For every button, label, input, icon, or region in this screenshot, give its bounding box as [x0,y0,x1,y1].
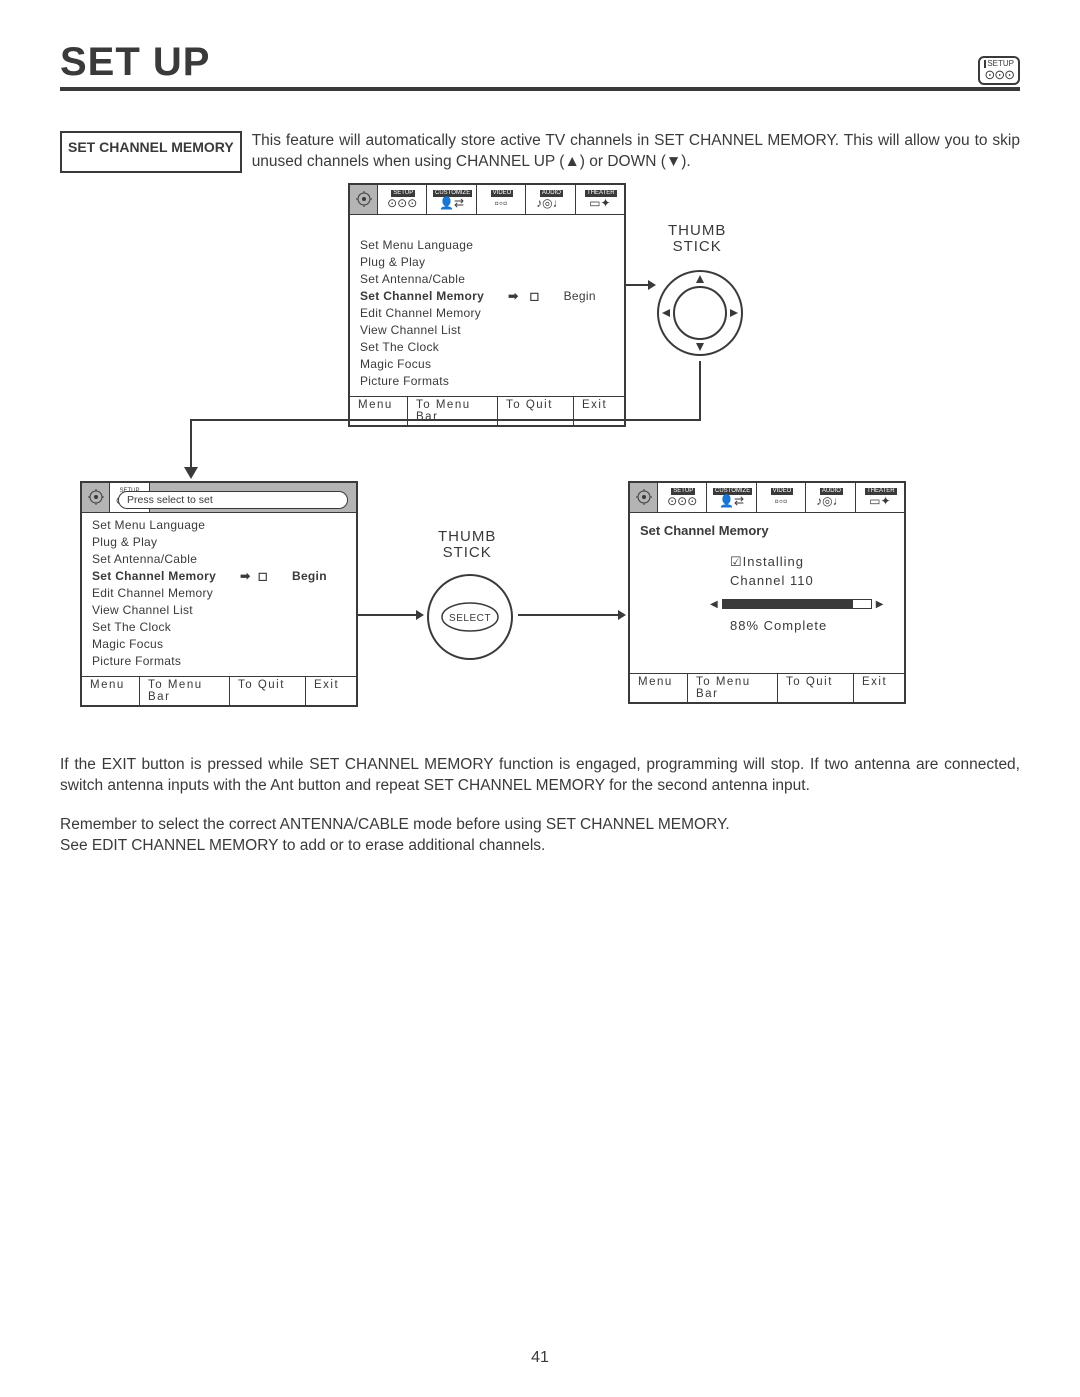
foot-bar: To Menu Bar [688,674,778,702]
foot-exit: Exit [306,677,356,705]
page-number: 41 [0,1349,1080,1367]
intro-text: This feature will automatically store ac… [252,131,1020,173]
osd1-tabs: SETUP⊙⊙⊙ CUSTOMIZE👤⇄ VIDEO▫◦▫ AUDIO♪◎♩ T… [350,185,624,215]
install-block: ☑Installing Channel 110 [730,552,894,591]
menu-item: Edit Channel Memory [360,305,614,322]
osd-1: SETUP⊙⊙⊙ CUSTOMIZE👤⇄ VIDEO▫◦▫ AUDIO♪◎♩ T… [348,183,626,427]
menu-item: Set The Clock [360,339,614,356]
foot-quit: To Quit [778,674,854,702]
foot-exit: Exit [854,674,904,702]
foot-menu: Menu [82,677,140,705]
menu-item: View Channel List [92,602,346,619]
connector [190,419,701,421]
tab-theater: THEATER▭✦ [576,185,624,214]
page: SET UP SETUP ⊙⊙⊙ SET CHANNEL MEMORY This… [0,0,1080,1397]
arrow-3 [518,607,626,623]
menu-item: Picture Formats [360,373,614,390]
tab-audio: AUDIO♪◎♩ [806,483,855,512]
osd3-tabs: SETUP⊙⊙⊙ CUSTOMIZE👤⇄ VIDEO▫◦▫ AUDIO♪◎♩ T… [630,483,904,513]
menu-item-selected: Set Channel Memory ➡ ◻ Begin [360,288,614,305]
osd2-foot: Menu To Menu Bar To Quit Exit [82,676,356,705]
tab-video: VIDEO▫◦▫ [757,483,806,512]
menu-item-label: Set Channel Memory [92,569,216,583]
installing-label: Installing [743,554,804,569]
menu-item: Set Antenna/Cable [360,271,614,288]
thumb-icon [630,483,658,512]
menu-item: Magic Focus [360,356,614,373]
setup-badge-dots: ⊙⊙⊙ [984,68,1014,81]
foot-menu: Menu [630,674,688,702]
menu-item: Plug & Play [360,254,614,271]
foot-bar: To Menu Bar [140,677,230,705]
osd-3: SETUP⊙⊙⊙ CUSTOMIZE👤⇄ VIDEO▫◦▫ AUDIO♪◎♩ T… [628,481,906,704]
select-label: SELECT [449,613,491,624]
arrow-1 [626,277,656,293]
section-label: SET CHANNEL MEMORY [60,131,242,173]
thumb-icon [350,185,378,214]
menu-item: View Channel List [360,322,614,339]
tab-customize: CUSTOMIZE👤⇄ [707,483,756,512]
percent-value: 88 [730,618,746,633]
para-1: If the EXIT button is pressed while SET … [60,755,1020,797]
tab-theater: THEATER▭✦ [856,483,904,512]
menu-item-label: Set Channel Memory [360,289,484,303]
progress-fill [723,600,853,608]
diagram: SETUP⊙⊙⊙ CUSTOMIZE👤⇄ VIDEO▫◦▫ AUDIO♪◎♩ T… [60,183,1020,743]
menu-item: Picture Formats [92,653,346,670]
menu-item: Magic Focus [92,636,346,653]
osd2-hint: Press select to set [118,491,348,509]
connector [699,361,701,421]
thumb-icon [82,483,110,512]
osd3-foot: Menu To Menu Bar To Quit Exit [630,673,904,702]
arrowhead-down [182,465,200,479]
menu-item-selected: Set Channel Memory ➡ ◻ Begin [92,568,346,585]
menu-item: Plug & Play [92,534,346,551]
begin-label: Begin [564,289,596,303]
intro-row: SET CHANNEL MEMORY This feature will aut… [60,131,1020,173]
connector [190,419,192,469]
scm-title: Set Channel Memory [640,523,894,538]
arrow-2 [358,607,424,623]
osd3-body: Set Channel Memory ☑Installing Channel 1… [630,513,904,673]
tab-audio: AUDIO♪◎♩ [526,185,575,214]
osd-2: SETUP ⊙⊙⊙ Press select to set Set Menu L… [80,481,358,707]
begin-label: Begin [292,569,327,583]
menu-item: Set Antenna/Cable [92,551,346,568]
thumbstick-1 [650,263,750,363]
setup-badge: SETUP ⊙⊙⊙ [978,56,1020,85]
complete-suffix: % Complete [746,618,827,633]
progress-bar [722,599,872,609]
check-icon: ☑ [730,554,743,569]
page-title: SET UP [60,40,210,85]
tab-setup: SETUP⊙⊙⊙ [658,483,707,512]
progress-bar-row: ◀ ▶ [710,599,894,610]
thumbstick-label-2: THUMBSTICK [438,529,496,562]
osd2-body: Set Menu Language Plug & Play Set Antenn… [82,511,356,676]
tri-right-icon: ▶ [876,599,884,610]
foot-quit: To Quit [230,677,306,705]
menu-item: Edit Channel Memory [92,585,346,602]
para-2: Remember to select the correct ANTENNA/C… [60,815,1020,836]
arrow-icon: ➡ ◻ [240,569,268,583]
channel-label: Channel 110 [730,573,814,588]
arrow-icon: ➡ ◻ [508,289,540,303]
menu-item: Set Menu Language [92,517,346,534]
para-3: See EDIT CHANNEL MEMORY to add or to era… [60,836,1020,857]
thumbstick-label-1: THUMBSTICK [668,223,726,256]
menu-item: Set The Clock [92,619,346,636]
thumbstick-2: SELECT [420,567,520,667]
tab-video: VIDEO▫◦▫ [477,185,526,214]
tri-left-icon: ◀ [710,599,718,610]
tab-customize: CUSTOMIZE👤⇄ [427,185,476,214]
title-row: SET UP SETUP ⊙⊙⊙ [60,40,1020,91]
osd1-body: Set Menu Language Plug & Play Set Antenn… [350,215,624,396]
complete-label: 88% Complete [730,618,894,633]
menu-item: Set Menu Language [360,237,614,254]
tab-setup: SETUP⊙⊙⊙ [378,185,427,214]
